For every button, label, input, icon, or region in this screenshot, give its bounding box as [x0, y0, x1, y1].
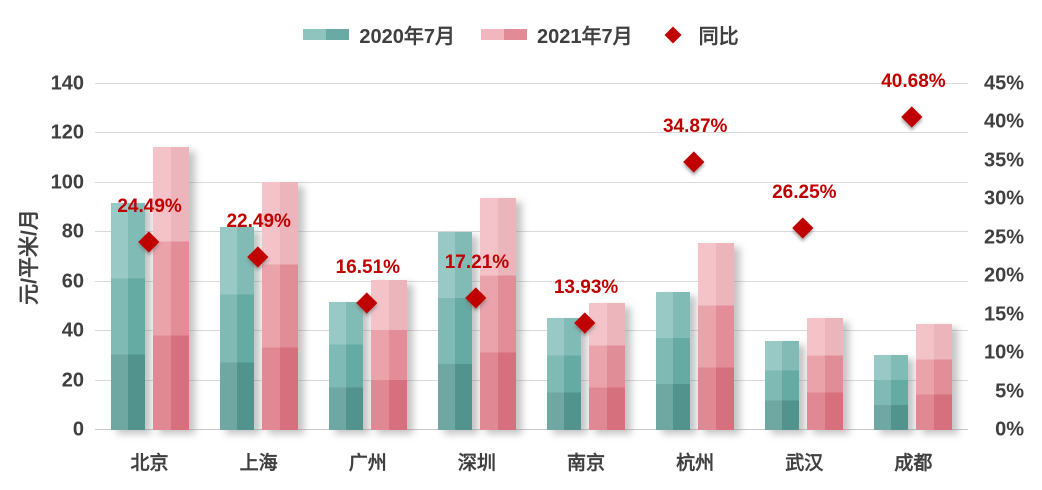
group-武汉: 26.25% — [750, 84, 859, 430]
left-tick-20: 20 — [61, 369, 84, 392]
bar-2021-武汉 — [807, 317, 844, 430]
left-tick-140: 140 — [50, 72, 84, 95]
left-tick-40: 40 — [61, 319, 84, 342]
right-tick-35pct: 35% — [983, 149, 1024, 172]
bar-2021-北京 — [152, 147, 189, 430]
bars-广州 — [313, 280, 422, 430]
yoy-label-上海: 22.49% — [226, 211, 291, 233]
group-深圳: 17.21% — [422, 84, 531, 430]
yoy-marker-杭州 — [683, 151, 705, 173]
bar-2021-深圳 — [479, 198, 516, 430]
legend-item-yoy: 同比 — [659, 20, 739, 49]
right-tick-45pct: 45% — [983, 72, 1024, 95]
right-tick-40pct: 40% — [983, 110, 1024, 133]
left-tick-120: 120 — [50, 121, 84, 144]
legend-label: 2021年7月 — [537, 26, 633, 48]
legend-bar-swatch-icon — [303, 29, 350, 40]
yoy-label-深圳: 17.21% — [444, 251, 510, 273]
bar-2021-杭州 — [698, 243, 735, 430]
x-axis-labels: 北京 上海 广州 深圳 南京 杭州 武汉 成都 — [95, 448, 968, 475]
right-tick-0pct: 0% — [995, 418, 1024, 441]
x-label-杭州: 杭州 — [676, 453, 715, 474]
bar-2020-深圳 — [437, 232, 472, 430]
bar-2020-上海 — [219, 227, 254, 430]
gridline-120 — [95, 132, 968, 134]
yoy-marker-武汉 — [792, 217, 814, 239]
bars-南京 — [532, 302, 641, 430]
bar-2020-北京 — [110, 202, 145, 430]
gridline-100 — [95, 181, 968, 183]
left-tick-60: 60 — [61, 270, 84, 293]
gridline-20 — [95, 379, 968, 381]
bar-2021-上海 — [261, 181, 298, 430]
yoy-label-武汉: 26.25% — [772, 182, 837, 204]
gridline-40 — [95, 330, 968, 332]
yoy-label-北京: 24.49% — [117, 195, 182, 217]
bar-2020-南京 — [547, 318, 582, 430]
right-tick-30pct: 30% — [983, 187, 1024, 210]
bars-武汉 — [750, 317, 859, 430]
bar-2021-广州 — [370, 280, 407, 430]
group-杭州: 34.87% — [641, 84, 750, 430]
x-label-深圳: 深圳 — [457, 453, 496, 474]
x-label-南京: 南京 — [567, 453, 606, 474]
right-tick-15pct: 15% — [983, 303, 1024, 326]
legend-label: 2020年7月 — [359, 26, 455, 48]
yoy-label-杭州: 34.87% — [662, 115, 728, 137]
legend-item-2021: 2021年7月 — [481, 20, 633, 49]
left-tick-100: 100 — [50, 171, 84, 194]
right-tick-5pct: 5% — [995, 380, 1024, 403]
yoy-label-南京: 13.93% — [553, 276, 619, 298]
left-tick-80: 80 — [61, 220, 84, 243]
y-axis-left-ticks: 0 20 40 60 80 100 120 140 — [0, 73, 84, 441]
yoy-label-广州: 16.51% — [335, 257, 401, 279]
bars-深圳 — [422, 198, 531, 430]
bars-北京 — [95, 147, 204, 430]
bar-2020-武汉 — [765, 341, 800, 430]
gridline-60 — [95, 280, 968, 282]
right-tick-10pct: 10% — [983, 341, 1024, 364]
x-label-广州: 广州 — [348, 453, 387, 474]
bar-2021-成都 — [916, 324, 953, 430]
bar-2020-广州 — [328, 301, 363, 430]
bar-groups: 24.49% 22.49% 16.51% 17.21% 13.93% 34.87% 26.2… — [95, 71, 968, 430]
yoy-marker-成都 — [901, 106, 923, 128]
x-label-上海: 上海 — [239, 453, 278, 474]
x-label-武汉: 武汉 — [785, 453, 824, 474]
legend-item-2020: 2020年7月 — [303, 20, 455, 49]
group-北京: 24.49% — [95, 84, 204, 430]
bar-2020-杭州 — [656, 291, 691, 430]
right-tick-25pct: 25% — [983, 226, 1024, 249]
x-label-成都: 成都 — [894, 453, 933, 474]
group-南京: 13.93% — [532, 84, 641, 430]
legend-diamond-swatch-icon — [664, 26, 682, 43]
group-广州: 16.51% — [313, 84, 422, 430]
bars-上海 — [204, 181, 313, 430]
gridline-0 — [95, 429, 968, 430]
legend-bar-swatch-icon — [481, 29, 527, 40]
group-成都: 40.68% — [859, 71, 968, 430]
gridline-80 — [95, 231, 968, 233]
y-axis-right-ticks: 0% 5% 10% 15% 20% 25% 30% 35% 40% 45% — [962, 73, 1024, 441]
plot-area: 24.49% 22.49% 16.51% 17.21% 13.93% 34.87% 26.2… — [95, 71, 968, 430]
bar-2021-南京 — [589, 302, 626, 430]
bars-成都 — [859, 324, 968, 430]
legend: 2020年7月 2021年7月 同比 — [0, 20, 1042, 49]
legend-label: 同比 — [698, 26, 739, 48]
yoy-label-成都: 40.68% — [881, 71, 946, 93]
left-tick-0: 0 — [72, 418, 84, 441]
bar-2020-成都 — [874, 354, 909, 430]
group-上海: 22.49% — [204, 84, 313, 430]
x-label-北京: 北京 — [130, 453, 169, 474]
right-tick-20pct: 20% — [983, 264, 1024, 287]
gridline-140 — [95, 83, 968, 84]
bars-杭州 — [641, 243, 750, 430]
